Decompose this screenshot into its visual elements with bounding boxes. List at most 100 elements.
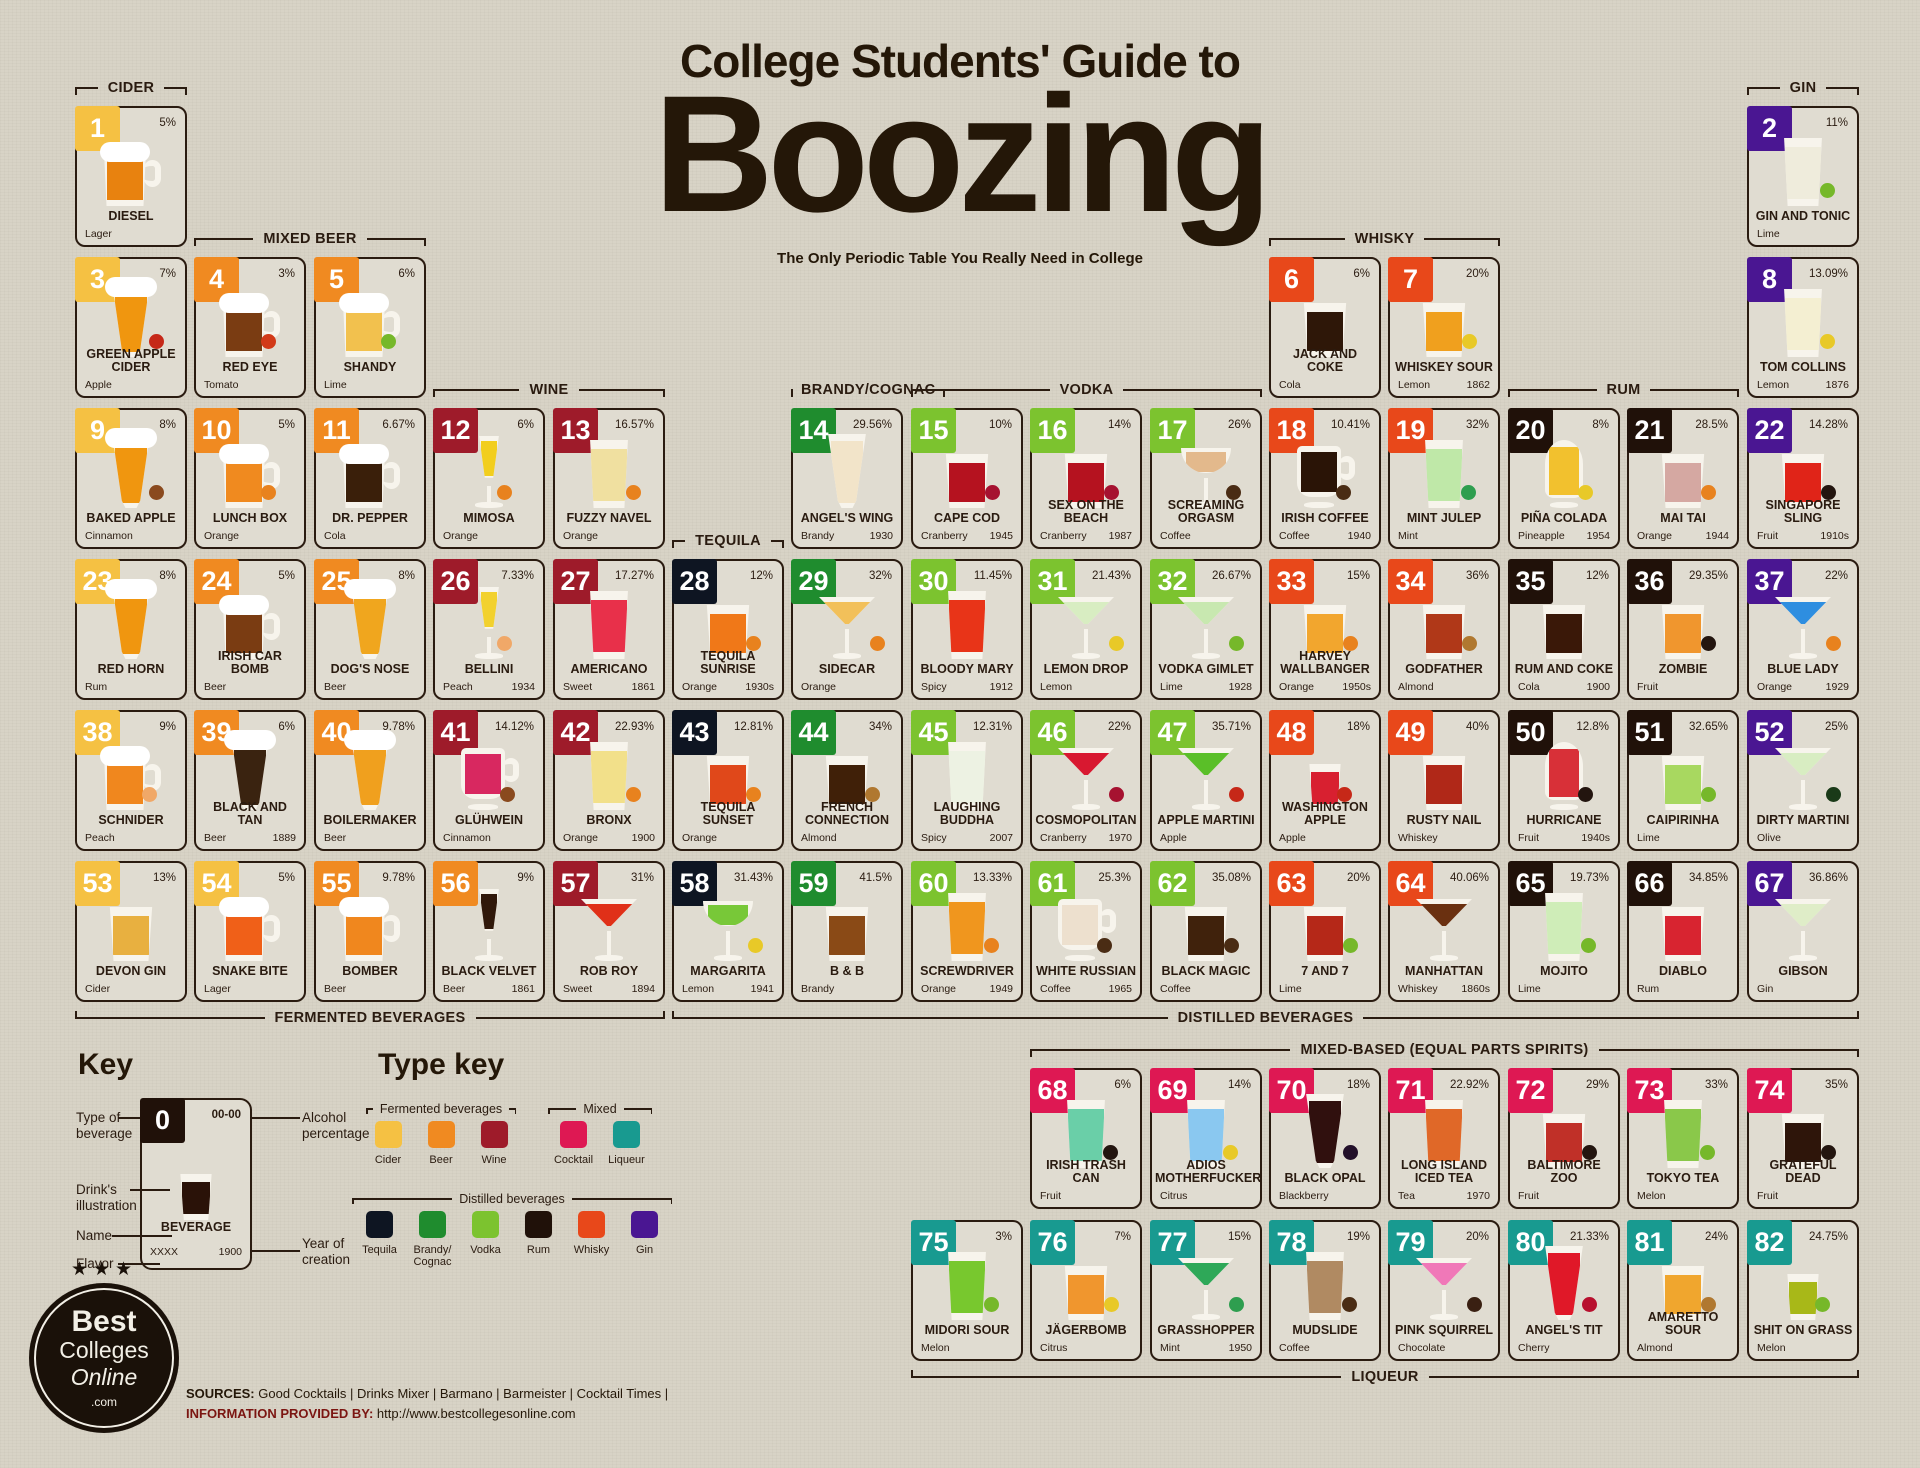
element-flavor: Whiskey [1398, 983, 1438, 995]
element-cell: 52 25% DIRTY MARTINI Olive [1747, 710, 1859, 851]
element-abv: 9% [159, 721, 176, 733]
element-cell: 60 13.33% SCREWDRIVER Orange 1949 [911, 861, 1023, 1002]
key-leader-line [112, 1235, 172, 1237]
element-name: WASHINGTON APPLE [1282, 799, 1368, 827]
garnish-icon [1097, 938, 1112, 953]
element-cell: 57 31% ROB ROY Sweet 1894 [553, 861, 665, 1002]
drink-illustration-icon [1749, 432, 1857, 508]
drink-illustration-icon [793, 583, 901, 659]
element-abv: 32% [868, 570, 892, 582]
element-name: IRISH TRASH CAN [1046, 1157, 1126, 1185]
element-flavor: Lemon [1757, 379, 1790, 391]
foot-icon [595, 955, 623, 961]
foot-icon [1550, 502, 1578, 508]
element-cell: 72 29% BALTIMORE ZOO Fruit [1508, 1068, 1620, 1209]
type-key-swatch-icon [374, 1121, 402, 1148]
drink-illustration-icon [1390, 1244, 1498, 1320]
element-number: 42 [553, 710, 598, 755]
element-name: BELLINI [464, 661, 514, 676]
garnish-icon [381, 334, 396, 349]
element-year: 1860s [1461, 983, 1490, 995]
element-number: 37 [1747, 559, 1792, 604]
element-name: ANGEL'S TIT [1525, 1322, 1603, 1337]
poster-subtitle: The Only Periodic Table You Really Need … [777, 250, 1143, 267]
best-colleges-online-logo: ★★★ Best Colleges Online .com [24, 1258, 184, 1433]
element-abv: 26.67% [1211, 570, 1251, 582]
type-key-group-label: Mixed [583, 1102, 617, 1116]
drink-illustration-icon [1510, 432, 1618, 508]
drink-illustration-icon [1510, 583, 1618, 659]
element-name: BALTIMORE ZOO [1527, 1157, 1601, 1185]
element-abv: 5% [278, 419, 295, 431]
garnish-icon [746, 636, 761, 651]
element-abv: 12.31% [972, 721, 1012, 733]
foam-icon [339, 293, 389, 313]
type-key-swatch-icon [525, 1211, 552, 1238]
element-year: 1950s [1342, 681, 1371, 693]
group-bracket: GIN [1747, 80, 1859, 96]
element-name: BOILERMAKER [323, 812, 417, 827]
element-flavor: Orange [443, 530, 479, 542]
element-name: BAKED APPLE [86, 510, 176, 525]
drink-illustration-icon [435, 583, 543, 659]
element-number: 52 [1747, 710, 1792, 755]
type-key-group-label: Fermented beverages [379, 1102, 503, 1116]
stem-icon [1204, 478, 1208, 502]
element-name: TEQUILA SUNRISE [700, 648, 756, 676]
element-flavor: Lemon [1040, 681, 1073, 693]
element-abv: 11% [1825, 117, 1848, 129]
drink-illustration-icon [1629, 583, 1737, 659]
garnish-icon [1815, 1297, 1830, 1312]
element-flavor: Beer [204, 832, 227, 844]
element-name: SCREWDRIVER [920, 963, 1014, 978]
element-number: 76 [1030, 1220, 1075, 1265]
garnish-icon [1820, 334, 1835, 349]
element-flavor: Melon [921, 1342, 950, 1354]
element-abv: 5% [278, 872, 295, 884]
type-key-swatch-icon [560, 1121, 587, 1148]
element-cell: 13 16.57% FUZZY NAVEL Orange [553, 408, 665, 549]
garnish-icon [746, 787, 761, 802]
group-bracket-label: VODKA [1059, 382, 1114, 398]
garnish-icon [1701, 787, 1716, 802]
drink-illustration-icon [793, 432, 901, 508]
type-key-item: Brandy/ Cognac [413, 1211, 453, 1268]
element-name: GRATEFUL DEAD [1769, 1157, 1837, 1185]
drink-illustration-icon [1749, 1244, 1857, 1320]
group-bracket-label: MIXED BEER [263, 231, 357, 247]
element-abv: 12% [1585, 570, 1609, 582]
element-flavor: Apple [1160, 832, 1187, 844]
element-flavor: Lager [204, 983, 231, 995]
element-name: SIDECAR [818, 661, 876, 676]
element-abv: 14.12% [494, 721, 534, 733]
element-cell: 19 32% MINT JULEP Mint [1388, 408, 1500, 549]
group-bracket-label: MIXED-BASED (EQUAL PARTS SPIRITS) [1300, 1042, 1589, 1058]
element-name: WHISKEY SOUR [1395, 359, 1493, 374]
element-abv: 25.3% [1098, 872, 1131, 884]
element-name: FRENCH CONNECTION [804, 799, 890, 827]
element-cell: 75 3% MIDORI SOUR Melon [911, 1220, 1023, 1361]
foot-icon [1192, 1314, 1220, 1320]
element-flavor: Cider [85, 983, 111, 995]
drink-illustration-icon [77, 277, 185, 357]
element-abv: 13.33% [972, 872, 1012, 884]
foot-icon [1789, 653, 1817, 659]
element-abv: 29% [1585, 1079, 1609, 1091]
element-name: HARVEY WALLBANGER [1280, 648, 1370, 676]
type-key-item: Wine [474, 1121, 514, 1166]
key-name-placeholder: BEVERAGE [160, 1219, 232, 1234]
element-name: SEX ON THE BEACH [1048, 497, 1124, 525]
element-number: 21 [1627, 408, 1672, 453]
element-flavor: Lime [1637, 832, 1660, 844]
element-year: 1930 [869, 530, 893, 542]
element-cell: 80 21.33% ANGEL'S TIT Cherry [1508, 1220, 1620, 1361]
element-number: 8 [1747, 257, 1792, 302]
group-bracket: MIXED BEER [194, 231, 427, 247]
garnish-icon [1821, 1145, 1836, 1160]
element-flavor: Rum [1637, 983, 1660, 995]
element-flavor: Coffee [1160, 983, 1191, 995]
garnish-icon [1582, 1145, 1597, 1160]
garnish-icon [1581, 938, 1596, 953]
element-flavor: Orange [682, 832, 718, 844]
element-flavor: Cola [1279, 379, 1301, 391]
